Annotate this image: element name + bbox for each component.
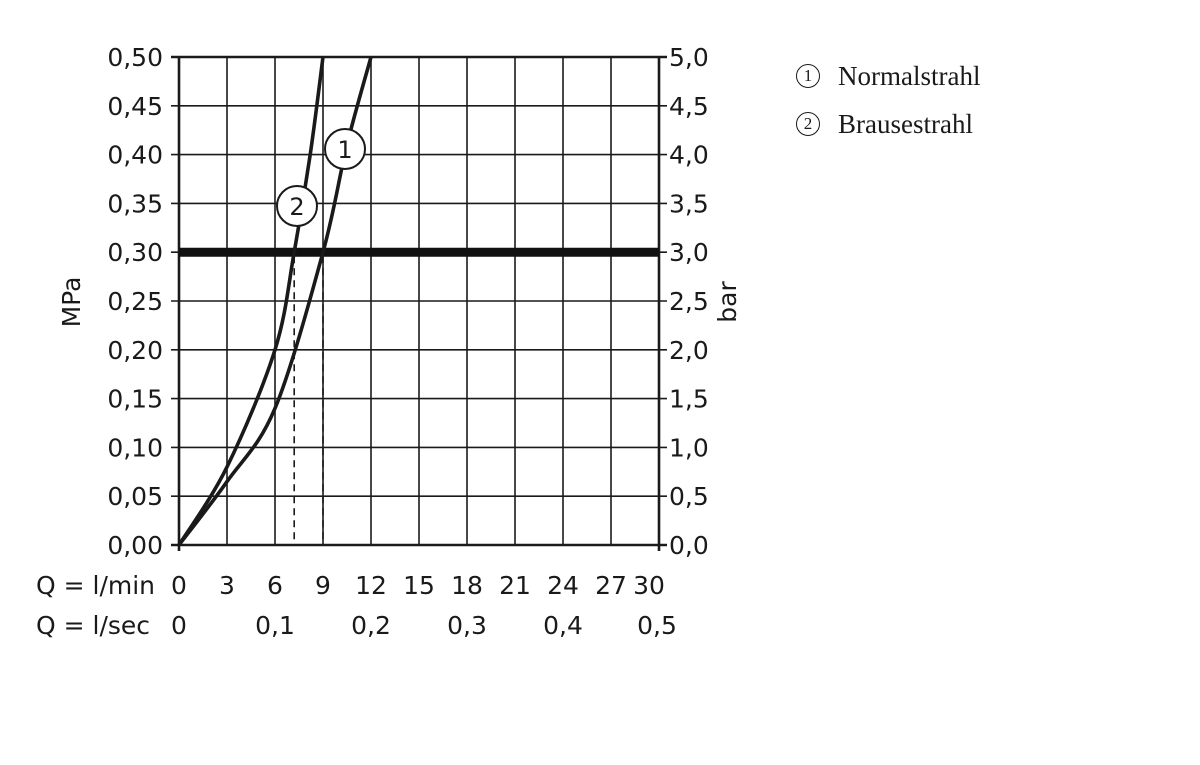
y-right-tick-label: 2,5: [669, 287, 709, 316]
y-right-tick-label: 1,5: [669, 385, 709, 414]
y-right-tick-label: 5,0: [669, 43, 709, 72]
x-tick-label-lsec: 0,1: [255, 611, 295, 640]
curve-2: [177, 56, 325, 546]
x-axis-label-lsec: Q = l/sec: [36, 611, 150, 640]
y-left-tick-label: 0,30: [107, 238, 163, 267]
y-left-tick-label: 0,35: [107, 189, 163, 218]
y-left-tick-label: 0,00: [107, 531, 163, 560]
x-tick-label-lmin: 18: [451, 571, 483, 600]
x-tick-label-lsec: 0,2: [351, 611, 391, 640]
x-tick-label-lmin: 21: [499, 571, 531, 600]
y-left-tick-label: 0,50: [107, 43, 163, 72]
y-left-tick-label: 0,25: [107, 287, 163, 316]
legend-label-brausestrahl: Brausestrahl: [838, 108, 973, 139]
tick-labels: 0,000,050,100,150,200,250,300,350,400,45…: [36, 43, 709, 640]
x-tick-label-lmin: 9: [315, 571, 331, 600]
y-right-tick-label: 2,0: [669, 336, 709, 365]
legend-marker-1: 1: [796, 64, 820, 88]
curve-marker-label-1: 1: [337, 136, 352, 164]
curve-marker-label-2: 2: [289, 193, 304, 221]
y-right-tick-label: 4,5: [669, 92, 709, 121]
y-axis-label-mpa: MPa: [57, 277, 86, 328]
y-left-tick-label: 0,05: [107, 482, 163, 511]
x-tick-label-lmin: 12: [355, 571, 387, 600]
legend-label-normalstrahl: Normalstrahl: [838, 60, 981, 91]
y-left-tick-label: 0,40: [107, 141, 163, 170]
grid: [171, 55, 667, 551]
x-tick-label-lmin: 6: [267, 571, 283, 600]
x-tick-label-lsec: 0,5: [637, 611, 677, 640]
x-tick-label-lsec: 0,4: [543, 611, 583, 640]
legend-marker-2: 2: [796, 112, 820, 136]
y-left-tick-label: 0,15: [107, 385, 163, 414]
y-right-tick-label: 3,5: [669, 189, 709, 218]
x-tick-label-lsec: 0,3: [447, 611, 487, 640]
curve-marker-1: [324, 128, 366, 170]
curve-marker-2: [276, 185, 318, 227]
curve-markers: 12: [276, 128, 366, 227]
legend-item-normalstrahl: 1 Normalstrahl: [796, 52, 980, 100]
legend: 1 Normalstrahl 2 Brausestrahl: [796, 52, 980, 148]
x-tick-label-lmin: 24: [547, 571, 579, 600]
y-right-tick-label: 4,0: [669, 141, 709, 170]
x-tick-label-lmin: 0: [171, 571, 187, 600]
y-right-tick-label: 3,0: [669, 238, 709, 267]
x-tick-label-lmin: 15: [403, 571, 435, 600]
y-axis-label-bar: bar: [713, 281, 742, 323]
x-tick-label-lmin: 3: [219, 571, 235, 600]
y-left-tick-label: 0,45: [107, 92, 163, 121]
x-tick-label-lsec: 0: [171, 611, 187, 640]
y-right-tick-label: 1,0: [669, 433, 709, 462]
x-tick-label-lmin: 30: [633, 571, 665, 600]
y-left-tick-label: 0,10: [107, 433, 163, 462]
legend-item-brausestrahl: 2 Brausestrahl: [796, 100, 980, 148]
y-right-tick-label: 0,5: [669, 482, 709, 511]
y-left-tick-label: 0,20: [107, 336, 163, 365]
x-tick-label-lmin: 27: [595, 571, 627, 600]
y-right-tick-label: 0,0: [669, 531, 709, 560]
x-axis-label-lmin: Q = l/min: [36, 571, 155, 600]
